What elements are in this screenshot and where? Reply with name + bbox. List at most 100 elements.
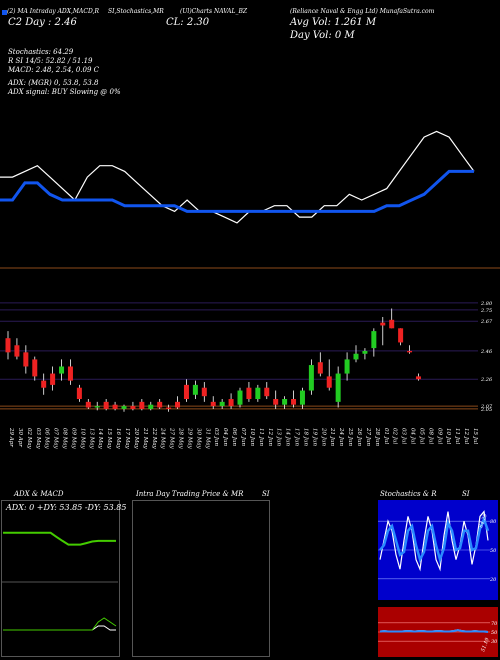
candle-body — [389, 319, 395, 329]
date-tick-label: 04 Jul — [410, 428, 416, 444]
candle-body — [5, 338, 11, 353]
price-level-label: 2.26 — [480, 377, 493, 383]
date-tick-label: 18 Jun — [302, 428, 308, 446]
date-tick-label: 17 Jun — [294, 428, 300, 446]
date-tick-label: 24 May — [160, 427, 166, 450]
date-tick-label: 16 May — [115, 428, 121, 450]
candle-body — [157, 401, 163, 408]
date-tick-label: 21 Jun — [329, 427, 335, 446]
candle-body — [76, 387, 82, 400]
candle-body — [415, 376, 421, 380]
candle-body — [407, 350, 413, 353]
date-tick-label: 19 Jun — [311, 428, 317, 446]
date-tick-label: 29 Apr — [8, 427, 14, 447]
rsi-line — [379, 629, 489, 632]
candle-body — [94, 406, 100, 408]
header-day-vol: Day Vol: 0 M — [290, 30, 355, 41]
stoch-d-line — [379, 515, 490, 564]
candle-body — [335, 373, 341, 402]
date-tick-label: 26 Jun — [356, 427, 362, 446]
date-tick-label: 27 Jun — [365, 427, 371, 446]
date-tick-label: 11 Jul — [454, 428, 460, 444]
candle-body — [291, 399, 297, 405]
candle-body — [85, 401, 91, 408]
adx-signal-readout: ADX signal: BUY Slowing @ 0% — [8, 88, 121, 96]
panel-adx-title: ADX & MACD — [14, 490, 64, 498]
date-tick-label: 07 Jun — [240, 428, 246, 446]
candle-body — [398, 328, 404, 343]
header-line1-symbol: (Ul)Charts NAVAL_BZ — [180, 8, 248, 15]
date-tick-label: 31 May — [204, 428, 210, 450]
main-price-chart: 2.802.75 2.67 2.46 2.26 2.072.05 29 Apr 30 Apr… — [0, 130, 500, 450]
rsi-readout: R SI 14/5: 52.82 / 51.19 — [8, 57, 93, 65]
candle-body — [362, 350, 368, 354]
date-tick-label: 17 May — [124, 428, 130, 450]
candle-body — [112, 404, 118, 409]
candle-body — [148, 404, 154, 409]
candle-body — [282, 399, 288, 405]
date-tick-label: 13 Jun — [276, 428, 282, 446]
panel-adx-macd — [1, 500, 120, 657]
candle-body — [67, 366, 73, 381]
candle-body — [246, 387, 252, 400]
candle-body — [273, 399, 279, 405]
stoch-tick-label: 20 — [489, 577, 497, 583]
panel-stoch-title-si: SI — [462, 490, 470, 498]
candle-body — [130, 406, 136, 409]
rsi-average-line — [379, 629, 489, 633]
candle-body — [175, 401, 181, 408]
ma-average-line — [0, 169, 474, 213]
date-tick-label: 09 May — [70, 428, 76, 450]
price-level-label: 2.80 — [480, 301, 493, 307]
panel-intraday-title-si: SI — [262, 490, 270, 498]
date-tick-label: 06 Jun — [231, 428, 237, 446]
candle-body — [50, 373, 56, 385]
candle-body — [326, 376, 332, 388]
header-avg-vol: Avg Vol: 1.261 M — [290, 17, 377, 28]
candle-body — [14, 345, 20, 357]
header-close: CL: 2.30 — [166, 17, 210, 28]
date-tick-label: 14 May — [97, 428, 103, 450]
price-level-label: 2.05 — [480, 407, 492, 413]
price-level-label: 2.75 — [480, 308, 492, 314]
rsi-tick-label: 30 — [491, 639, 498, 645]
panel-stoch-title: Stochastics & R — [380, 490, 437, 498]
date-tick-label: 03 Jun — [213, 428, 219, 446]
candle-body — [192, 384, 198, 395]
header-line1-right: (Reliance Naval & Engg Ltd) MunafaSutra.… — [290, 8, 435, 15]
candle-body — [299, 390, 305, 405]
date-tick-label: 20 Jun — [320, 427, 326, 446]
date-tick-label: 12 Jul — [463, 428, 469, 444]
price-level-label: 2.46 — [480, 349, 493, 355]
date-tick-label: 25 Jun — [347, 427, 353, 446]
panel-intraday — [132, 500, 270, 657]
candle-body — [255, 387, 261, 400]
panel-adx-stats: ADX: 0 +DY: 53.85 -DY: 53.85 — [6, 503, 127, 512]
stoch-k-line — [379, 510, 489, 572]
date-tick-label: 21 May — [142, 427, 148, 450]
candle-body — [237, 390, 243, 405]
candle-body — [344, 359, 350, 374]
date-tick-label: 08 Jul — [427, 428, 433, 444]
candle-body — [353, 353, 359, 360]
candle-body — [32, 359, 38, 377]
candle-body — [201, 387, 207, 397]
date-tick-label: 04 Jun — [222, 428, 228, 446]
date-tick-label: 29 May — [186, 427, 192, 450]
date-tick-label: 09 Jul — [436, 428, 442, 444]
stoch-value-label: 64.29 — [478, 512, 489, 528]
date-tick-label: 12 Jun — [267, 428, 273, 446]
header-day-close: C2 Day : 2.46 — [8, 17, 77, 28]
rsi-value-label: 51.19 — [480, 636, 491, 652]
legend-blue-marker — [2, 10, 7, 15]
panel-intraday-title: Intra Day Trading Price & MR — [136, 490, 244, 498]
date-tick-label: 10 Jul — [445, 428, 451, 444]
rsi-panel-bg — [378, 607, 498, 657]
candle-body — [139, 401, 145, 409]
date-tick-label: 08 May — [62, 428, 68, 450]
candle-body — [41, 380, 47, 388]
date-tick-label: 06 May — [44, 428, 50, 450]
date-tick-label: 13 May — [88, 428, 94, 450]
candle-body — [59, 366, 65, 374]
date-tick-label: 20 May — [133, 427, 139, 450]
